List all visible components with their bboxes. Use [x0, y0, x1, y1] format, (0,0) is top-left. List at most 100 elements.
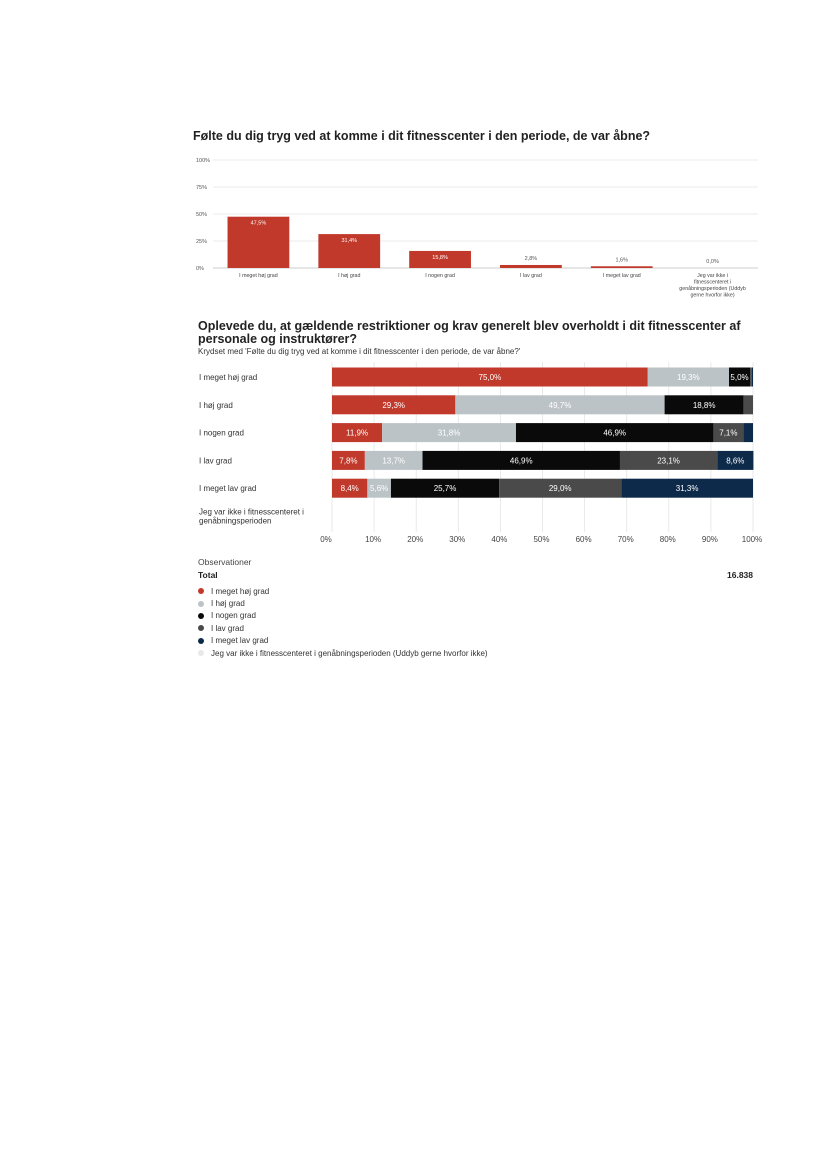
chart2-category-label: I meget lav grad: [199, 484, 256, 493]
legend-label: I høj grad: [211, 599, 245, 609]
chart2-data-label: 31,8%: [438, 429, 461, 438]
chart2-data-label: 19,3%: [677, 373, 700, 382]
chart2-data-label: 49,7%: [549, 401, 572, 410]
chart2-data-label: 5,0%: [730, 373, 748, 382]
legend-dot-icon: [198, 625, 204, 632]
chart2-data-label: 11,9%: [346, 429, 368, 438]
chart2-data-label: 25,7%: [434, 484, 457, 493]
chart1-bar: [590, 266, 653, 268]
chart2-data-label: 46,9%: [603, 429, 626, 438]
chart2-data-label: 7,1%: [719, 429, 737, 438]
chart2-data-label: 7,8%: [339, 456, 357, 465]
chart2-data-label: 18,8%: [693, 401, 716, 410]
chart1-category-label: I lav grad: [520, 273, 542, 279]
chart1-data-label: 2,8%: [525, 256, 538, 262]
chart2-data-label: 8,6%: [726, 456, 744, 465]
chart2-data-label: 46,9%: [510, 456, 533, 465]
legend-item: I høj grad: [198, 597, 488, 609]
chart2-bar-segment: [647, 367, 730, 387]
chart2-data-label: 31,3%: [676, 484, 699, 493]
chart1-category-label: Jeg var ikke i: [697, 273, 728, 279]
chart2-title: Oplevede du, at gældende restriktioner o…: [198, 319, 741, 346]
legend-dot-icon: [198, 588, 204, 595]
chart1-y-tick-label: 100%: [196, 158, 210, 164]
chart2-bar-segment: [364, 450, 423, 470]
chart2-bar-segment: [332, 367, 648, 387]
legend-label: I meget høj grad: [211, 586, 270, 596]
chart2-data-label: 75,0%: [479, 373, 502, 382]
chart2-x-tick-label: 10%: [365, 535, 381, 544]
chart2-x-tick-label: 100%: [742, 535, 762, 544]
chart2-data-label: 13,7%: [382, 456, 405, 465]
chart1-bar-chart: 0% 25% 50% 75% 100% 47,5% I meget høj grad 31,4…: [196, 158, 758, 299]
chart2-bar-segment: [382, 423, 516, 443]
chart2-data-label: 23,1%: [657, 456, 680, 465]
chart2-x-tick-label: 40%: [491, 535, 507, 544]
chart2-bar-segment: [390, 478, 500, 498]
chart2-category-label: I høj grad: [199, 401, 233, 410]
legend-dot-icon: [198, 612, 204, 619]
chart1-category-label: genåbningsperioden (Uddyb: [679, 285, 746, 292]
chart2-bar-segment: [332, 450, 365, 470]
legend-label: I lav grad: [211, 623, 244, 633]
chart2-x-tick-label: 70%: [618, 535, 634, 544]
chart2-category-label: I lav grad: [199, 456, 232, 465]
chart1-category-label: I nogen grad: [425, 273, 455, 279]
chart1-category-label: I meget høj grad: [239, 273, 278, 279]
chart1-title: Følte du dig tryg ved at komme i dit fit…: [193, 129, 651, 143]
chart1-category-label: gerne hvorfor ikke): [690, 293, 734, 299]
chart2-bar-segment: [367, 478, 391, 498]
chart2-bar-segment: [751, 367, 753, 387]
chart1-bar: [409, 250, 471, 268]
chart2-category-label: Jeg var ikke i fitnesscenteret i: [199, 508, 304, 517]
chart1-bar: [500, 264, 562, 268]
chart2-bar-segment: [332, 423, 383, 443]
observations-total-label: Total: [198, 570, 218, 580]
legend-item: I nogen grad: [198, 610, 488, 622]
chart2-category-label: I meget høj grad: [199, 373, 257, 382]
chart2-category-label: genåbningsperioden: [199, 517, 272, 526]
chart1-category-label: I meget lav grad: [603, 273, 641, 279]
chart1-y-tick-label: 75%: [196, 185, 207, 191]
chart1-data-label: 1,6%: [615, 257, 628, 263]
legend-item: I lav grad: [198, 622, 488, 634]
chart2-bar-segment: [743, 395, 753, 415]
chart2-data-label: 29,0%: [549, 484, 572, 493]
chart1-y-tick-label: 0%: [196, 266, 204, 272]
chart2-bar-segment: [332, 395, 456, 415]
observations-title: Observationer: [198, 557, 252, 567]
legend-dot-icon: [198, 650, 204, 657]
chart2-bar-segment: [332, 478, 368, 498]
chart2-bar-segment: [664, 395, 744, 415]
chart1-bar: [318, 234, 381, 268]
legend-label: I meget lav grad: [211, 636, 269, 646]
chart2-bar-segment: [621, 478, 753, 498]
chart2-bar-segment: [729, 367, 751, 387]
legend-item: I meget høj grad: [198, 585, 488, 597]
chart2-bar-segment: [743, 423, 753, 443]
chart1-category-label: fitnesscenteret i: [694, 280, 731, 286]
chart2-x-tick-label: 60%: [576, 535, 592, 544]
chart2-bar-segment: [455, 395, 665, 415]
chart1-data-label: 15,8%: [432, 255, 448, 261]
chart2-subtitle: Krydset med 'Følte du dig tryg ved at ko…: [198, 347, 521, 356]
chart2-bar-segment: [619, 450, 718, 470]
chart1-bar: [227, 216, 290, 268]
chart2-x-tick-label: 50%: [533, 535, 549, 544]
chart1-category-label: I høj grad: [338, 273, 360, 279]
chart1-data-label: 31,4%: [341, 238, 357, 244]
chart1-data-label: 0,0%: [706, 259, 719, 265]
chart2-bar-segment: [713, 423, 744, 443]
chart2-bar-segment: [750, 367, 752, 387]
chart2-data-label: 5,6%: [370, 484, 388, 493]
chart2-category-label: I nogen grad: [199, 429, 244, 438]
chart2-x-tick-label: 90%: [702, 535, 718, 544]
legend: I meget høj grad I høj grad I nogen grad I …: [198, 585, 488, 659]
chart1-y-tick-label: 25%: [196, 239, 207, 245]
chart2-data-label: 29,3%: [382, 401, 405, 410]
chart2-x-tick-label: 0%: [320, 535, 332, 544]
chart2-bar-segment: [499, 478, 622, 498]
chart2-data-label: 8,4%: [341, 484, 359, 493]
chart1-data-label: 47,5%: [251, 221, 267, 227]
legend-item: I meget lav grad: [198, 635, 488, 647]
